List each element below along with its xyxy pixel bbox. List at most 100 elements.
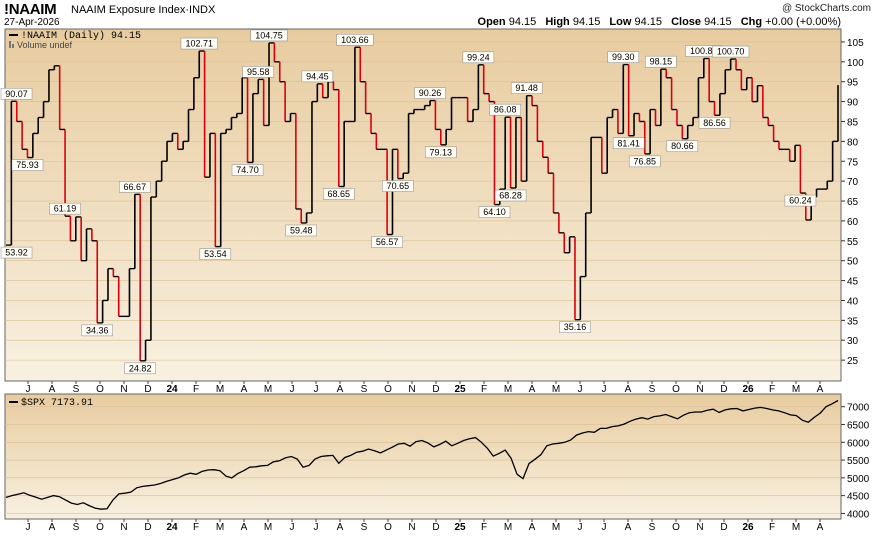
data-label: 100.83 (690, 46, 718, 56)
high-value: 94.15 (572, 16, 601, 28)
data-label: 99.30 (612, 52, 635, 62)
change-label: Chg (740, 16, 763, 28)
y-tick-label: 6500 (847, 420, 870, 431)
x-tick-label: A (241, 522, 248, 533)
spx-series (5, 399, 839, 510)
data-label: 34.36 (86, 325, 109, 335)
annotation-box (784, 194, 817, 207)
main-y-axis: 25 30 35 40 45 50 55 60 65 70 75 80 85 90 95 100 105 (841, 38, 864, 367)
x-tick-label: S (73, 384, 80, 395)
annotation-box (698, 117, 731, 129)
symbol-title: !NAAIM (4, 1, 57, 18)
x-tick-label: M (792, 384, 800, 395)
spx-y-axis: 4000 4500 5000 5500 6000 6500 7000 (841, 403, 870, 520)
x-tick-label: N (120, 384, 127, 395)
open-label: Open (477, 16, 506, 28)
y-tick-label: 80 (847, 137, 859, 148)
x-tick-label: S (361, 522, 368, 533)
data-label: 79.13 (430, 147, 453, 157)
x-tick-label: D (720, 522, 727, 533)
x-tick-label: A (529, 522, 536, 533)
data-label: 74.70 (236, 165, 259, 175)
exchange-label: INDX (189, 4, 216, 16)
x-tick-label: M (552, 522, 560, 533)
x-tick-label: A (337, 384, 344, 395)
x-tick-label: F (193, 384, 199, 395)
volume-icon-bar (12, 44, 14, 48)
x-tick-label: F (193, 522, 199, 533)
annotation-box (612, 137, 645, 150)
spx-x-axis: J A S O N D 24 F M A M J J A S O N D 25 F M A M J J A S O N D 26 F M A (26, 519, 824, 533)
data-label: 100.70 (717, 47, 745, 57)
y-tick-label: 5500 (847, 456, 870, 467)
data-label: 59.48 (290, 225, 313, 235)
y-tick-label: 5000 (847, 474, 870, 485)
x-tick-label: J (314, 384, 319, 395)
naaim-annotations: 53.92 90.07 75.93 61.19 34.36 66.67 24.82 102.7… (0, 29, 817, 375)
annotation-box (629, 155, 661, 168)
data-label: 53.92 (5, 248, 28, 258)
x-tick-label: 25 (454, 522, 466, 533)
x-tick-label: J (290, 522, 295, 533)
annotation-box (712, 45, 750, 58)
close-label: Close (671, 16, 702, 28)
x-tick-label: O (96, 522, 104, 533)
x-tick-label: D (432, 522, 439, 533)
spx-panel-bg (4, 393, 842, 520)
spx-legend: $SPX 7173.91 (9, 397, 93, 409)
x-tick-label: A (49, 522, 56, 533)
data-label: 53.54 (204, 249, 227, 259)
x-tick-label: D (144, 522, 151, 533)
x-tick-label: O (96, 384, 104, 395)
data-label: 75.93 (16, 160, 39, 170)
annotation-box (414, 87, 446, 99)
annotation-box (199, 248, 232, 260)
x-tick-label: A (817, 384, 824, 395)
high-label: High (545, 16, 570, 28)
y-tick-label: 4500 (847, 492, 870, 503)
volume-icon (9, 41, 11, 48)
annotation-box (462, 51, 495, 64)
x-tick-label: N (408, 522, 415, 533)
x-tick-label: D (720, 384, 727, 395)
ohlc-readout: Open 94.15 High 94.15 Low 94.15 Close 94… (478, 16, 847, 28)
x-tick-label: O (384, 522, 392, 533)
x-tick-label: S (361, 384, 368, 395)
data-label: 90.26 (419, 88, 442, 98)
annotation-box (489, 103, 521, 116)
low-label: Low (609, 16, 632, 28)
x-tick-label: F (769, 384, 775, 395)
y-tick-label: 95 (847, 78, 859, 89)
index-full-name: NAAIM Exposure Index (71, 4, 186, 16)
data-label: 56.57 (376, 237, 399, 247)
x-tick-label: F (769, 522, 775, 533)
data-label: 94.45 (306, 71, 329, 81)
main-x-axis: J A S O N D 24 F M A M J J A S O N D 25 F M A M J J A S O N D 26 F M A (26, 381, 824, 395)
data-label: 86.08 (494, 105, 517, 115)
volume-legend: Volume undef (17, 40, 73, 50)
x-tick-label: A (529, 384, 536, 395)
data-label: 80.66 (671, 141, 694, 151)
copyright-label: @ StockCharts.com (781, 3, 871, 14)
x-tick-label: M (504, 522, 512, 533)
y-tick-label: 35 (847, 316, 859, 327)
data-label: 61.19 (54, 204, 77, 214)
naaim-series (6, 42, 839, 362)
annotation-box (301, 70, 334, 83)
data-label: 86.56 (703, 118, 726, 128)
change-value: +0.00 (+0.00%) (765, 16, 841, 28)
x-tick-label: S (73, 522, 80, 533)
x-tick-label: N (696, 522, 703, 533)
x-tick-label: J (602, 384, 607, 395)
spx-legend-text: $SPX 7173.91 (21, 397, 93, 409)
chart-date: 27-Apr-2026 (4, 17, 60, 28)
x-tick-label: D (432, 384, 439, 395)
annotation-box (478, 206, 511, 218)
x-tick-label: D (144, 384, 151, 395)
x-tick-label: 25 (454, 384, 466, 395)
x-tick-label: M (264, 384, 272, 395)
x-tick-label: A (241, 384, 248, 395)
y-tick-label: 45 (847, 277, 859, 288)
